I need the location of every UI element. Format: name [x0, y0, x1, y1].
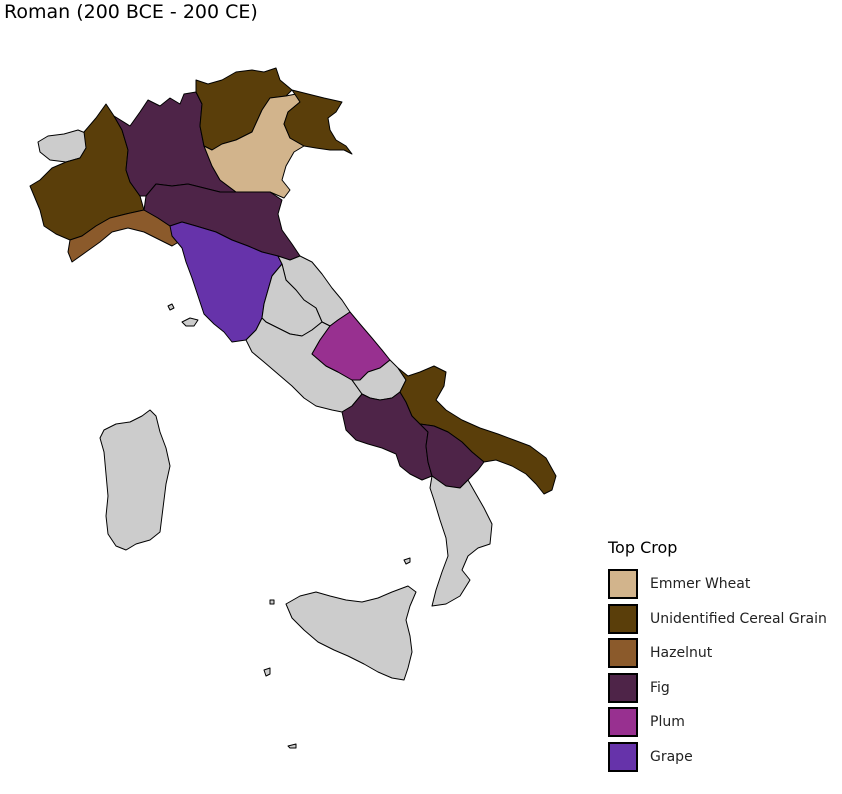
legend-swatch — [608, 603, 638, 634]
region-liguria[interactable] — [67, 209, 183, 263]
legend-label: Plum — [650, 714, 685, 731]
region-calabria[interactable] — [429, 475, 493, 607]
legend-label: Fig — [650, 679, 670, 696]
island-small-3 — [287, 743, 297, 749]
legend-label: Hazelnut — [650, 645, 713, 662]
legend-swatch — [608, 741, 638, 772]
legend-label: Grape — [650, 748, 693, 765]
island-small-5 — [269, 599, 275, 605]
legend-item: Grape — [608, 740, 827, 775]
legend-title: Top Crop — [608, 538, 678, 557]
island-small-2 — [263, 667, 271, 677]
region-friuli[interactable] — [283, 89, 353, 155]
legend-item: Hazelnut — [608, 636, 827, 671]
legend-label: Unidentified Cereal Grain — [650, 610, 827, 627]
legend-label: Emmer Wheat — [650, 576, 751, 593]
legend: Top Crop Emmer Wheat Unidentified Cereal… — [608, 538, 827, 774]
legend-swatch — [608, 569, 638, 600]
region-sicily[interactable] — [285, 585, 417, 681]
legend-item: Plum — [608, 705, 827, 740]
legend-swatch — [608, 707, 638, 738]
italy-map — [29, 67, 557, 749]
legend-item: Emmer Wheat — [608, 567, 827, 602]
legend-swatch — [608, 672, 638, 703]
region-sardinia[interactable] — [99, 409, 171, 551]
island-small-1 — [167, 303, 175, 311]
island-elba — [181, 317, 199, 327]
legend-swatch — [608, 638, 638, 669]
legend-item: Fig — [608, 671, 827, 706]
island-small-4 — [403, 557, 411, 565]
legend-item: Unidentified Cereal Grain — [608, 602, 827, 637]
map-title: Roman (200 BCE - 200 CE) — [4, 1, 258, 23]
